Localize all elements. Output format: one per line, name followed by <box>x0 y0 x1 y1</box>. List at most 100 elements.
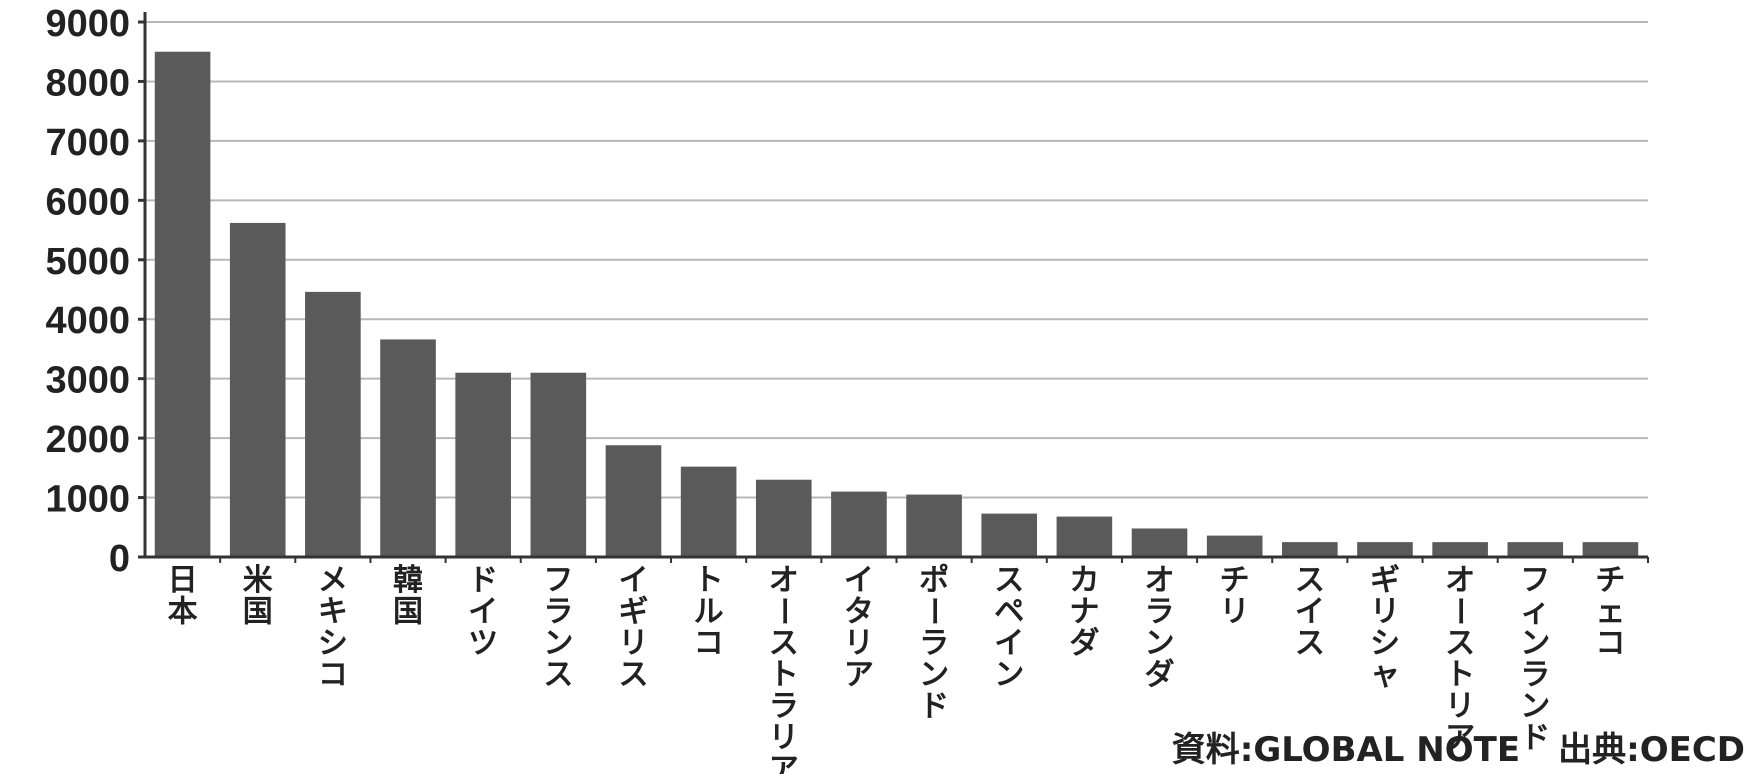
category-label-char: ト <box>1445 658 1475 693</box>
category-label-char: ン <box>1520 626 1550 661</box>
bar <box>680 466 737 557</box>
category-label-char: ン <box>1145 626 1175 661</box>
category-label-char: ラ <box>1520 658 1550 693</box>
category-label-char: ギ <box>1370 563 1400 598</box>
category-label-char: チ <box>1220 563 1250 598</box>
category-label-char: ツ <box>468 626 498 661</box>
category-label-char: ー <box>1442 596 1477 626</box>
category-label-char: ラ <box>769 689 799 724</box>
category-label: トルコ <box>694 563 724 661</box>
category-label-char: ラ <box>1145 595 1175 630</box>
category-label-char: ル <box>694 595 724 630</box>
bar <box>1582 542 1639 557</box>
category-labels: 日本米国メキシコ韓国ドイツフランスイギリストルコオーストラリアイタリアポーランド… <box>168 563 1626 774</box>
category-label-char: リ <box>769 721 799 756</box>
axes <box>138 12 1649 563</box>
category-label-char: コ <box>694 626 724 661</box>
category-label-char: ポ <box>919 563 949 598</box>
category-label-char: ド <box>919 689 949 724</box>
category-label-char: リ <box>1370 595 1400 630</box>
category-label-char: ア <box>769 752 799 774</box>
category-label-char: イ <box>468 595 498 630</box>
category-label-char: カ <box>1069 563 1099 598</box>
category-label-char: ラ <box>543 595 573 630</box>
y-tick-label: 2000 <box>45 419 130 461</box>
source-origin: 出典:OECD <box>1558 730 1745 770</box>
category-label-char: ン <box>994 658 1024 693</box>
category-label-char: ト <box>769 658 799 693</box>
y-tick-label: 7000 <box>45 122 130 164</box>
category-label-char: 国 <box>393 595 423 630</box>
y-tick-labels: 0 1000 2000 3000 4000 5000 6000 7000 8000 9000 <box>45 3 130 580</box>
category-label-char: 本 <box>168 595 198 630</box>
category-label-char: 米 <box>243 563 273 598</box>
category-label-char: ギ <box>618 595 648 630</box>
bar <box>530 372 587 557</box>
bar <box>455 372 511 557</box>
category-label: チリ <box>1220 563 1250 630</box>
y-tick-label: 8000 <box>45 62 130 104</box>
category-label-char: リ <box>1220 595 1250 630</box>
category-label-char: ド <box>468 563 498 598</box>
category-label-char: ス <box>994 563 1024 598</box>
y-tick-label: 3000 <box>45 360 130 402</box>
category-label: 日本 <box>168 563 198 630</box>
category-label-char: ェ <box>1595 595 1625 630</box>
category-label-char: ダ <box>1069 626 1099 661</box>
category-label-char: ー <box>765 596 800 626</box>
bars <box>154 51 1639 557</box>
bar <box>1206 535 1263 557</box>
bar <box>154 51 211 557</box>
category-label-char: オ <box>1145 563 1175 598</box>
gridlines <box>145 21 1648 499</box>
bar <box>1432 542 1488 557</box>
y-tick-label: 0 <box>109 538 130 580</box>
category-label-char: キ <box>318 595 348 630</box>
category-label-char: ン <box>543 626 573 661</box>
category-label-char: ス <box>1295 563 1325 598</box>
category-label-char: ャ <box>1370 658 1400 693</box>
category-label-char: イ <box>618 563 648 598</box>
category-label-char: オ <box>769 563 799 598</box>
category-label-char: オ <box>1445 563 1475 598</box>
y-tick-label: 9000 <box>45 3 130 45</box>
bar <box>229 222 286 557</box>
bar <box>981 513 1038 557</box>
category-label-char: ー <box>916 596 951 626</box>
y-tick-label: 4000 <box>45 300 130 342</box>
category-label-char: リ <box>844 626 874 661</box>
category-label-char: ペ <box>994 595 1024 630</box>
category-label-char: コ <box>318 658 348 693</box>
source-material: 資料:GLOBAL NOTE <box>1171 730 1521 770</box>
category-label-char: ス <box>1445 626 1475 661</box>
category-label-char: 韓 <box>393 563 423 598</box>
category-label-char: ス <box>769 626 799 661</box>
category-label-char: ィ <box>1520 595 1550 630</box>
bar <box>906 494 962 557</box>
y-tick-label: 5000 <box>45 241 130 283</box>
bar <box>1357 542 1413 557</box>
category-label-char: ス <box>618 658 648 693</box>
category-label-char: リ <box>618 626 648 661</box>
category-label: カナダ <box>1069 563 1099 661</box>
category-label-char: ナ <box>1069 595 1099 630</box>
category-label-char: ラ <box>919 626 949 661</box>
bar <box>831 491 887 557</box>
category-label-char: チ <box>1595 563 1625 598</box>
bar <box>305 291 361 557</box>
category-label-char: イ <box>1295 595 1325 630</box>
source-note: 資料:GLOBAL NOTE 出典:OECD <box>1134 726 1745 774</box>
category-label-char: ン <box>1520 689 1550 724</box>
category-label-char: ン <box>919 658 949 693</box>
category-label-char: イ <box>994 626 1024 661</box>
